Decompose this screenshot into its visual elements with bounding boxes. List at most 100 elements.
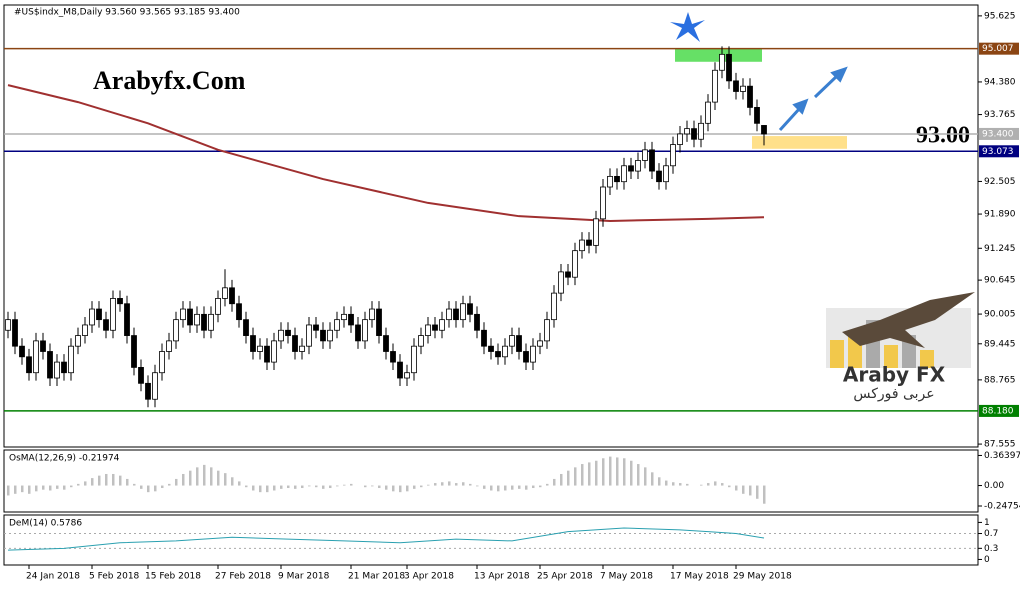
candle-body — [691, 128, 697, 140]
osma-bar — [56, 485, 59, 489]
candle-body — [117, 298, 123, 305]
osma-bar — [602, 458, 605, 486]
x-tick-label: 25 Apr 2018 — [537, 572, 593, 582]
osma-bar — [112, 473, 115, 486]
candle-body — [621, 165, 627, 183]
level-box — [979, 145, 1019, 158]
candle-body — [523, 351, 529, 363]
osma-bar — [21, 485, 24, 493]
osma-bar — [672, 482, 675, 486]
y-tick-label: 92.505 — [984, 177, 1016, 187]
osma-bar — [294, 485, 297, 489]
osma-bar — [161, 485, 164, 489]
osma-bar — [399, 485, 402, 493]
candle-body — [404, 372, 410, 379]
candle-body — [271, 340, 277, 363]
osma-bar — [308, 485, 311, 487]
candle-body — [54, 361, 60, 379]
osma-bar — [140, 485, 143, 489]
osma-bar — [189, 470, 192, 486]
candle-body — [446, 308, 452, 321]
osma-bar — [707, 483, 710, 486]
candle-body — [173, 319, 179, 342]
osma-bar — [77, 483, 80, 486]
candle-body — [551, 292, 557, 321]
osma-bar — [567, 470, 570, 486]
candle-body — [481, 329, 487, 347]
osma-bar — [483, 485, 486, 489]
candle-body — [355, 324, 361, 342]
y-tick-label: 93.765 — [984, 110, 1016, 120]
osma-title: OsMA(12,26,9) -0.21974 — [9, 454, 120, 464]
osma-bar — [609, 456, 612, 486]
candle-body — [474, 313, 480, 331]
candle-body — [313, 324, 319, 331]
candle-body — [201, 313, 207, 331]
y-tick-label: 90.005 — [984, 310, 1016, 320]
osma-bar — [455, 483, 458, 486]
x-tick-label: 21 Mar 2018 — [348, 572, 405, 582]
osma-bar — [700, 484, 703, 486]
candle-body — [432, 324, 438, 331]
candle-body — [110, 298, 116, 331]
osma-bar — [434, 483, 437, 486]
level-label: 95.007 — [982, 44, 1014, 54]
candle-body — [145, 382, 151, 400]
osma-bar — [371, 485, 374, 487]
candle-body — [320, 329, 326, 342]
candle-body — [425, 324, 431, 336]
candle-body — [572, 250, 578, 278]
candle-body — [719, 53, 725, 71]
osma-bar — [126, 478, 129, 486]
candle-body — [698, 122, 704, 140]
candle-body — [502, 345, 508, 358]
osma-bar — [665, 480, 668, 486]
osma-bar — [658, 477, 661, 486]
osma-bar — [364, 485, 367, 488]
y-tick-label: 87.555 — [984, 440, 1016, 450]
osma-bar — [595, 460, 598, 486]
candle-body — [579, 239, 585, 252]
candle-body — [439, 319, 445, 331]
logo-bar — [830, 340, 844, 368]
level-label: 93.400 — [982, 129, 1014, 139]
osma-bar — [154, 485, 157, 492]
candle-body — [103, 319, 109, 331]
osma-bar — [273, 485, 276, 491]
osma-bar — [91, 478, 94, 486]
watermark: Arabyfx.Com — [93, 66, 246, 95]
moving-average — [7, 84, 765, 222]
osma-bar — [70, 485, 73, 488]
x-tick-label: 29 May 2018 — [733, 572, 792, 582]
level-label: 93.073 — [982, 147, 1014, 157]
dem-line — [7, 527, 765, 551]
zone — [752, 136, 847, 149]
candle-body — [250, 335, 256, 352]
x-tick-label: 7 May 2018 — [600, 572, 653, 582]
candle-body — [607, 175, 613, 188]
osma-panel — [3, 449, 979, 513]
osma-bar — [763, 485, 766, 504]
logo-subtitle: عربى فوركس — [853, 386, 934, 402]
candle-body — [243, 319, 249, 336]
candle-body — [89, 308, 95, 326]
osma-bar — [469, 483, 472, 486]
osma-bar — [448, 481, 451, 486]
candle-body — [152, 372, 158, 400]
osma-bar — [42, 485, 45, 490]
candle-body — [726, 53, 732, 82]
candle-body — [26, 356, 32, 374]
candle-body — [411, 345, 417, 374]
candle-body — [33, 340, 39, 374]
logo-title: Araby FX — [843, 363, 946, 387]
y-tick-label: 0.36397 — [984, 451, 1020, 461]
arrow-head — [792, 98, 809, 115]
x-tick-label: 13 Apr 2018 — [474, 572, 530, 582]
osma-bar — [406, 485, 409, 492]
osma-bar — [224, 473, 227, 486]
y-tick-label: 91.890 — [984, 210, 1016, 220]
osma-bar — [728, 485, 731, 488]
candle-body — [264, 345, 270, 363]
candle-body — [460, 303, 466, 321]
